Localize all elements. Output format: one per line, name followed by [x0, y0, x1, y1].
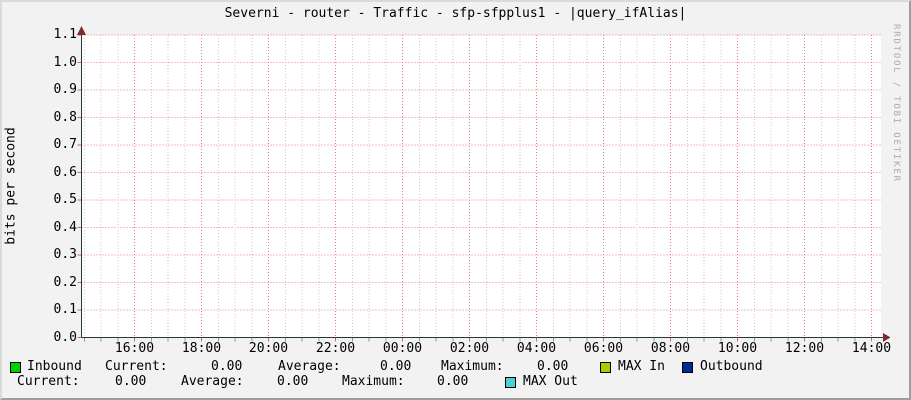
legend-swatch-outbound	[682, 362, 693, 373]
legend-swatch-max-out	[505, 377, 516, 388]
y-tick-label: 0.0	[53, 329, 77, 345]
x-tick-label: 22:00	[315, 341, 356, 356]
x-tick-label: 10:00	[717, 341, 758, 356]
y-tick-label: 0.3	[53, 247, 77, 262]
x-tick-label: 04:00	[516, 341, 557, 356]
y-tick-label: 0.7	[53, 137, 77, 152]
x-tick-label: 12:00	[784, 341, 825, 356]
outbound-average-label: Average:	[181, 374, 244, 389]
x-tick-label: 02:00	[449, 341, 490, 356]
outbound-maximum-label: Maximum:	[342, 374, 405, 389]
x-tick-label: 08:00	[650, 341, 691, 356]
x-axis-arrow-icon	[883, 333, 891, 342]
y-tick-label: 0.2	[53, 274, 77, 290]
x-tick-label: 14:00	[851, 341, 892, 356]
inbound-average-label: Average:	[278, 359, 341, 374]
graph-title: Severni - router - Traffic - sfp-sfpplus…	[224, 6, 687, 21]
y-tick-label: 0.6	[53, 164, 77, 180]
x-tick-label: 16:00	[114, 341, 155, 356]
legend-label-max-out: MAX Out	[523, 374, 578, 389]
x-tick-label: 00:00	[382, 341, 423, 356]
outbound-current-value: 0.00	[115, 374, 147, 389]
x-tick-label: 06:00	[583, 341, 624, 356]
legend-swatch-inbound	[10, 362, 21, 373]
outbound-maximum-value: 0.00	[437, 374, 469, 389]
outbound-average-value: 0.00	[277, 374, 309, 389]
inbound-current-value: 0.00	[211, 359, 243, 374]
legend-label-outbound: Outbound	[700, 359, 763, 374]
outbound-current-label: Current:	[17, 374, 80, 389]
y-tick-label: 1.1	[53, 27, 77, 42]
y-tick-label: 0.4	[53, 219, 77, 235]
y-tick-label: 1.0	[53, 54, 77, 70]
y-tick-label: 0.1	[53, 302, 77, 317]
inbound-maximum-label: Maximum:	[441, 359, 504, 374]
plot-area	[82, 35, 881, 337]
x-tick-label: 20:00	[248, 341, 289, 356]
legend-label-max-in: MAX In	[618, 359, 665, 374]
x-tick-label: 18:00	[181, 341, 222, 356]
legend-label-inbound: Inbound	[27, 359, 82, 374]
y-axis-arrow-icon	[77, 26, 86, 35]
legend-swatch-max-in	[600, 362, 611, 373]
inbound-maximum-value: 0.00	[537, 359, 569, 374]
y-tick-label: 0.8	[53, 109, 77, 125]
y-tick-label: 0.5	[53, 192, 77, 207]
inbound-current-label: Current:	[105, 359, 168, 374]
y-tick-label: 0.9	[53, 82, 77, 97]
inbound-average-value: 0.00	[380, 359, 412, 374]
